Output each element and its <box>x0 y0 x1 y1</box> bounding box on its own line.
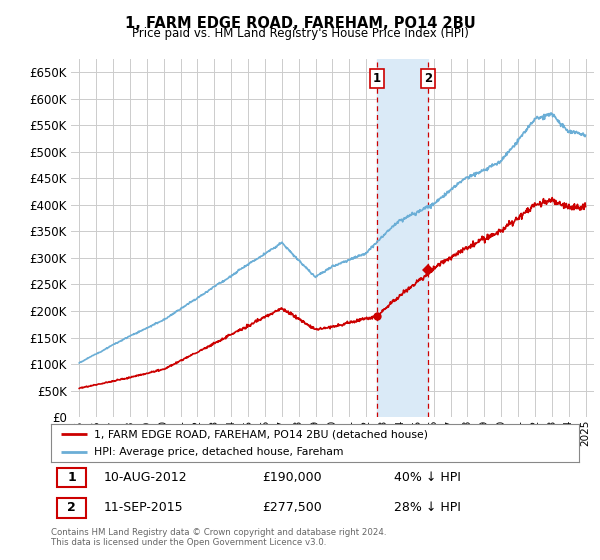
Text: 1: 1 <box>373 72 380 85</box>
Text: 11-SEP-2015: 11-SEP-2015 <box>104 501 184 515</box>
Text: 28% ↓ HPI: 28% ↓ HPI <box>394 501 461 515</box>
Text: 1, FARM EDGE ROAD, FAREHAM, PO14 2BU (detached house): 1, FARM EDGE ROAD, FAREHAM, PO14 2BU (de… <box>94 429 428 439</box>
Bar <box>377 59 428 417</box>
Text: Contains HM Land Registry data © Crown copyright and database right 2024.
This d: Contains HM Land Registry data © Crown c… <box>51 528 386 547</box>
Text: 10-AUG-2012: 10-AUG-2012 <box>104 471 187 484</box>
Text: 2: 2 <box>424 72 433 85</box>
Text: HPI: Average price, detached house, Fareham: HPI: Average price, detached house, Fare… <box>94 447 344 457</box>
Text: Price paid vs. HM Land Registry's House Price Index (HPI): Price paid vs. HM Land Registry's House … <box>131 27 469 40</box>
Text: £277,500: £277,500 <box>262 501 322 515</box>
Bar <box>58 498 86 517</box>
Text: 1: 1 <box>67 471 76 484</box>
Text: 2: 2 <box>67 501 76 515</box>
Text: 40% ↓ HPI: 40% ↓ HPI <box>394 471 461 484</box>
Text: 1, FARM EDGE ROAD, FAREHAM, PO14 2BU: 1, FARM EDGE ROAD, FAREHAM, PO14 2BU <box>125 16 475 31</box>
Text: £190,000: £190,000 <box>262 471 322 484</box>
Bar <box>58 468 86 487</box>
